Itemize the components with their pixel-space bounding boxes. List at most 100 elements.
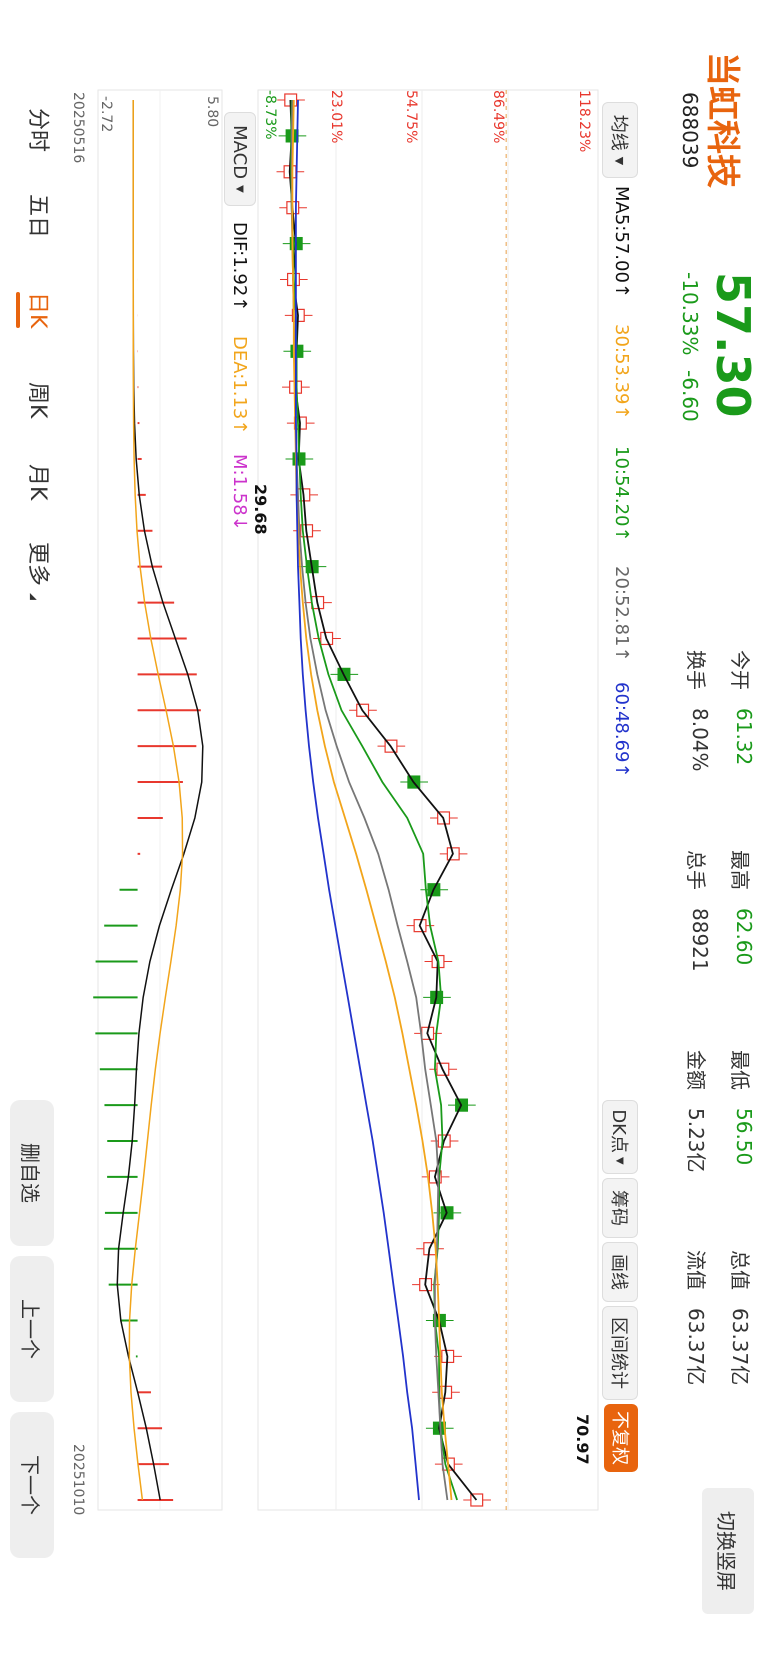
candle-body	[439, 1385, 453, 1399]
macd-dea: DEA:1.13↑	[229, 336, 250, 435]
ma60-label: 60:48.69↑	[611, 682, 632, 778]
ma60-line	[295, 99, 420, 1501]
ma-select[interactable]: 均线 ▼	[602, 102, 638, 178]
candle-body	[297, 488, 311, 502]
chevron-down-icon: ▼	[614, 1156, 626, 1165]
chevron-down-icon: ▼	[613, 156, 627, 166]
candle-body	[441, 1349, 455, 1364]
high-marker: 70.97	[573, 1414, 592, 1465]
candle-body	[446, 847, 460, 861]
stat-label: 换手	[684, 650, 708, 690]
stat-value: 88921	[688, 908, 712, 972]
macd-top-value: 5.80	[204, 96, 220, 128]
stat-value: 61.32	[732, 708, 756, 766]
current-price: 57.30	[706, 272, 760, 418]
axis-label-top: 118.23%	[576, 90, 592, 153]
ma5-label: MA5:57.00↑	[611, 186, 632, 298]
remove-favorite-button[interactable]: 删自选	[10, 1100, 54, 1246]
stat-label: 最高	[728, 850, 752, 890]
axis-label-2: 86.49%	[490, 90, 506, 144]
candle-body	[320, 631, 334, 646]
previous-button[interactable]: 上一个	[10, 1256, 54, 1402]
candle-body	[407, 775, 421, 789]
chip-button[interactable]: 筹码	[602, 1178, 638, 1238]
candle-body	[413, 919, 427, 933]
macd-panel-border	[97, 89, 223, 1511]
stat-label: 最低	[728, 1050, 752, 1090]
ma20-line	[290, 99, 449, 1501]
stat-value: 56.50	[732, 1108, 756, 1166]
stat-value: 8.04%	[688, 708, 712, 772]
stat-value: 63.37亿	[684, 1308, 708, 1386]
candle-body	[431, 954, 445, 969]
draw-line-button[interactable]: 画线	[602, 1242, 638, 1302]
candle-body	[430, 990, 444, 1005]
candle-body	[290, 344, 304, 358]
candle-body	[437, 811, 451, 825]
ma20-label: 20:52.81↑	[611, 566, 632, 662]
stat-value: 62.60	[732, 908, 756, 966]
ma-select-label: 均线	[608, 114, 629, 151]
dea-line	[128, 100, 184, 1501]
candle-body	[427, 883, 441, 897]
candle-body	[356, 703, 370, 717]
stat-label: 总值	[728, 1250, 752, 1290]
ma30-line	[291, 99, 453, 1501]
tab-intraday[interactable]: 分时	[25, 108, 50, 153]
macd-dif: DIF:1.92↑	[229, 222, 250, 312]
macd-select[interactable]: MACD ▼	[224, 112, 256, 206]
candle-body	[337, 667, 351, 681]
axis-label-bottom: -8.73%	[262, 90, 278, 140]
candle-body	[428, 1170, 442, 1184]
end-date: 20251010	[70, 1444, 86, 1516]
start-date: 20250516	[70, 92, 86, 164]
tab-weekly-k[interactable]: 周K	[25, 382, 50, 419]
price-panel-border	[257, 89, 599, 1511]
dk-point-button[interactable]: DK点 ▼	[602, 1100, 638, 1174]
candle-body	[437, 1134, 451, 1148]
dk-point-label: DK点	[608, 1109, 629, 1153]
switch-portrait-button[interactable]: 切换竖屏	[702, 1488, 754, 1614]
candle-body	[300, 524, 314, 538]
tab-monthly-k[interactable]: 月K	[25, 464, 50, 501]
stat-label: 金额	[684, 1050, 708, 1090]
tab-more[interactable]: 更多 ◢	[24, 542, 56, 600]
adjust-button[interactable]: 不复权	[604, 1404, 638, 1472]
candle-body	[436, 1062, 450, 1076]
ma30-label: 30:53.39↑	[611, 324, 632, 420]
stat-label: 总手	[684, 850, 708, 890]
chevron-down-icon: ▼	[234, 185, 246, 193]
candle-body	[423, 1242, 437, 1256]
next-button[interactable]: 下一个	[10, 1412, 54, 1558]
candle-body	[286, 201, 300, 215]
candle-body	[293, 416, 307, 430]
candle-body	[305, 560, 319, 574]
macd-select-label: MACD	[229, 125, 251, 180]
ma10-line	[290, 99, 458, 1501]
candle-body	[289, 380, 303, 394]
change-pct: -10.33%	[678, 272, 702, 356]
low-marker: 29.68	[251, 484, 270, 535]
candle-body	[285, 129, 299, 143]
candle-body	[441, 1457, 455, 1471]
ma5-line	[288, 99, 478, 1501]
candle-body	[419, 1278, 433, 1292]
candle-body	[421, 1026, 435, 1040]
stat-label: 今开	[728, 650, 752, 690]
axis-label-3: 54.75%	[403, 90, 419, 144]
tab-five-day[interactable]: 五日	[25, 194, 50, 239]
ma10-label: 10:54.20↑	[611, 446, 632, 542]
candle-body	[292, 452, 306, 466]
candle-body	[384, 739, 398, 753]
tab-more-label: 更多	[25, 542, 50, 587]
candle-body	[432, 1313, 446, 1328]
tab-daily-k[interactable]: 日K	[24, 292, 56, 328]
candle-body	[283, 165, 297, 179]
stat-value: 63.37亿	[728, 1308, 752, 1386]
dif-line	[116, 100, 204, 1501]
stat-value: 5.23亿	[684, 1108, 708, 1173]
range-stats-button[interactable]: 区间统计	[602, 1306, 638, 1400]
chevron-down-icon: ◢	[28, 593, 38, 600]
